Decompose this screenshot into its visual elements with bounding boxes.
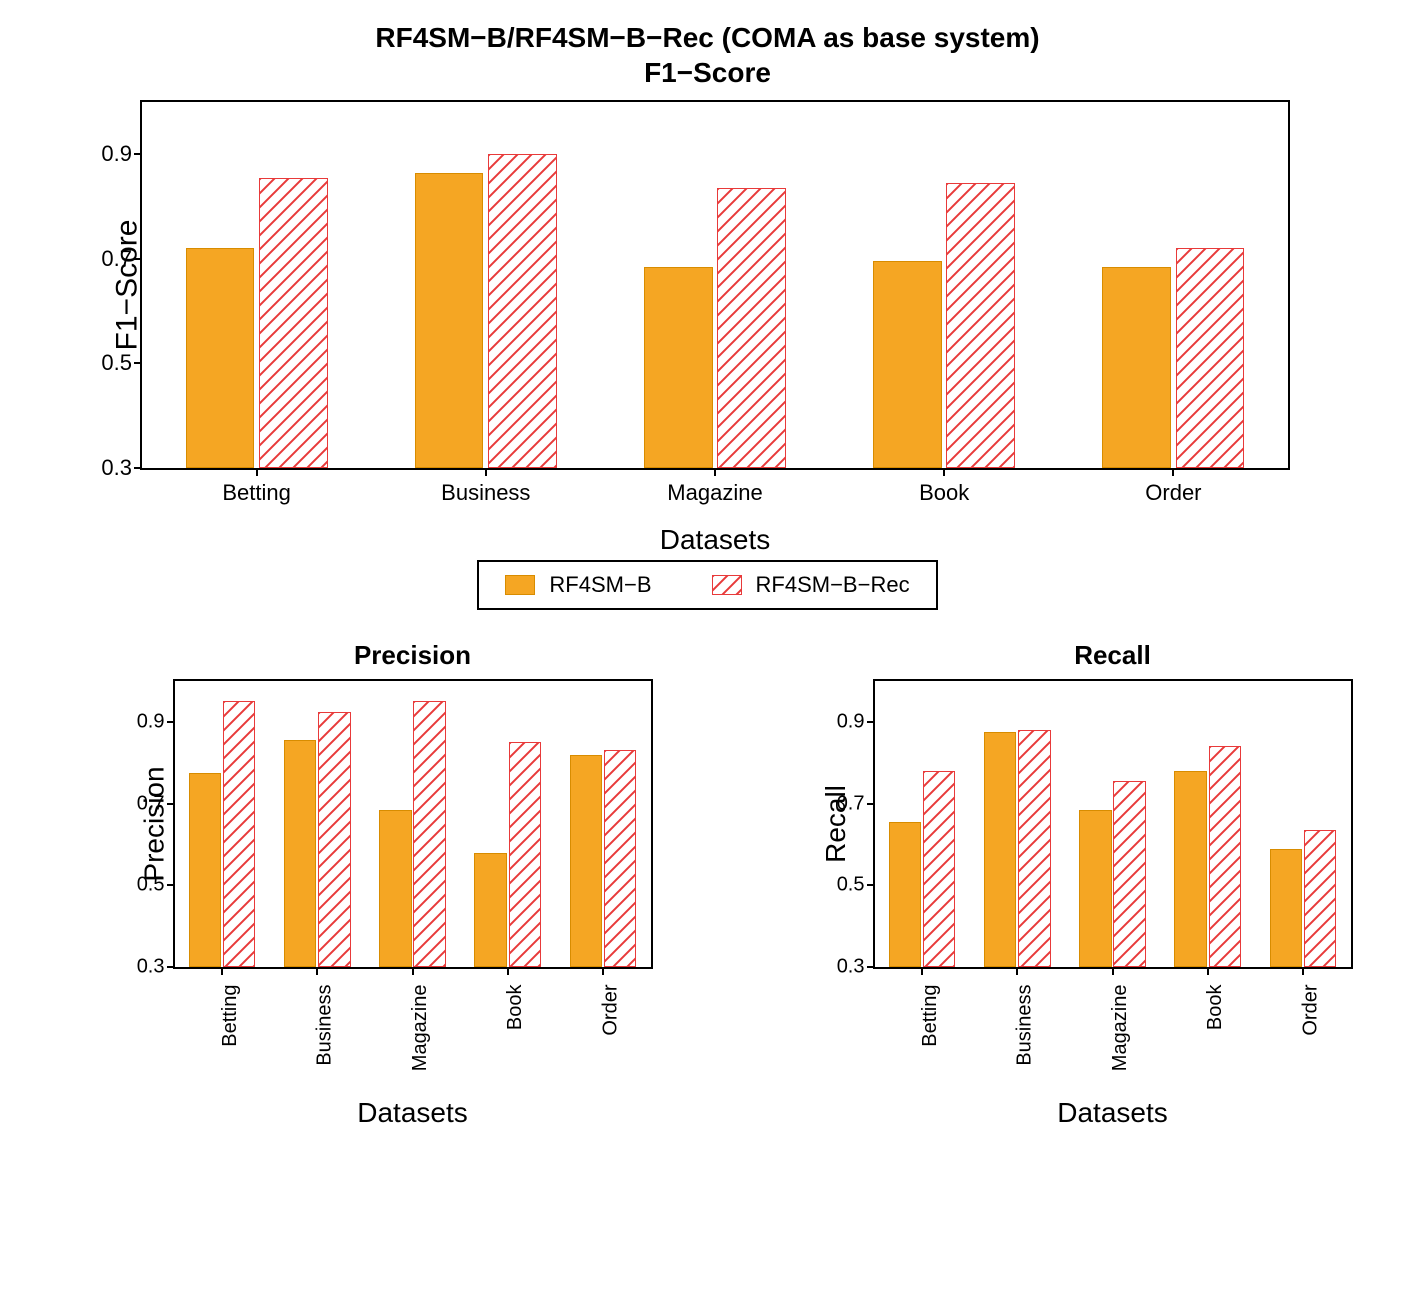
- legend-label-2: RF4SM−B−Rec: [756, 572, 910, 598]
- bar-series2: [1304, 830, 1336, 967]
- legend-swatch-hatched: [712, 575, 742, 595]
- y-tick-mark: [134, 467, 142, 469]
- y-tick-mark: [167, 966, 175, 968]
- figure: RF4SM−B/RF4SM−B−Rec (COMA as base system…: [20, 20, 1395, 969]
- bar-series2: [509, 742, 541, 967]
- bar-series1: [889, 822, 921, 967]
- x-tick-label: Book: [504, 985, 527, 1031]
- bar-series2: [223, 701, 255, 967]
- x-tick-mark: [1016, 967, 1018, 975]
- y-tick-mark: [167, 721, 175, 723]
- x-tick-label: Business: [314, 985, 337, 1066]
- x-tick-mark: [1302, 967, 1304, 975]
- legend-wrap: RF4SM−B RF4SM−B−Rec: [20, 560, 1395, 610]
- bottom-row: Precision Precision 0.30.50.70.9BettingB…: [20, 640, 1395, 969]
- y-tick-mark: [867, 884, 875, 886]
- y-tick-mark: [867, 966, 875, 968]
- figure-title: RF4SM−B/RF4SM−B−Rec (COMA as base system…: [20, 20, 1395, 90]
- x-tick-mark: [412, 967, 414, 975]
- bar-series1: [1102, 267, 1171, 468]
- legend-swatch-solid: [505, 575, 535, 595]
- x-tick-label: Business: [1014, 985, 1037, 1066]
- bar-series2: [1113, 781, 1145, 967]
- y-tick-mark: [134, 258, 142, 260]
- x-tick-label: Magazine: [1109, 985, 1132, 1072]
- bar-series1: [1174, 771, 1206, 967]
- x-tick-label: Magazine: [667, 468, 762, 506]
- x-tick-mark: [602, 967, 604, 975]
- recall-panel: Recall Recall 0.30.50.70.9BettingBusines…: [763, 640, 1353, 969]
- bar-series2: [1176, 248, 1245, 468]
- bar-series2: [923, 771, 955, 967]
- precision-title: Precision: [173, 640, 653, 671]
- x-tick-label: Betting: [919, 985, 942, 1047]
- y-tick-mark: [134, 153, 142, 155]
- x-tick-mark: [316, 967, 318, 975]
- x-tick-label: Business: [441, 468, 530, 506]
- f1score-plot-frame: F1−Score 0.30.50.70.9BettingBusinessMaga…: [140, 100, 1290, 470]
- x-tick-label: Book: [1204, 985, 1227, 1031]
- precision-plot-frame: Precision 0.30.50.70.9BettingBusinessMag…: [173, 679, 653, 969]
- bar-series2: [946, 183, 1015, 468]
- bar-series1: [1270, 849, 1302, 967]
- x-tick-label: Order: [1299, 985, 1322, 1036]
- x-axis-label: Datasets: [1057, 1097, 1168, 1129]
- bar-series1: [415, 173, 484, 468]
- bar-series1: [984, 732, 1016, 967]
- bar-series2: [318, 712, 350, 967]
- bar-series1: [474, 853, 506, 967]
- x-tick-mark: [1207, 967, 1209, 975]
- x-tick-label: Betting: [222, 468, 291, 506]
- legend-label-1: RF4SM−B: [549, 572, 651, 598]
- bar-series1: [873, 261, 942, 468]
- x-tick-label: Magazine: [409, 985, 432, 1072]
- x-axis-label: Datasets: [357, 1097, 468, 1129]
- y-tick-mark: [167, 884, 175, 886]
- bar-series1: [189, 773, 221, 967]
- bar-series2: [604, 750, 636, 967]
- title-line2: F1−Score: [644, 57, 771, 88]
- legend-item-1: RF4SM−B: [505, 572, 651, 598]
- bar-series2: [1018, 730, 1050, 967]
- bar-series1: [284, 740, 316, 967]
- recall-plot-frame: Recall 0.30.50.70.9BettingBusinessMagazi…: [873, 679, 1353, 969]
- bar-series2: [259, 178, 328, 468]
- bar-series1: [379, 810, 411, 967]
- bar-series2: [717, 188, 786, 468]
- x-tick-label: Betting: [219, 985, 242, 1047]
- bar-series1: [570, 755, 602, 967]
- precision-panel: Precision Precision 0.30.50.70.9BettingB…: [63, 640, 653, 969]
- f1score-ylabel: F1−Score: [110, 220, 144, 351]
- f1score-panel: F1−Score 0.30.50.70.9BettingBusinessMaga…: [20, 100, 1395, 470]
- title-line1: RF4SM−B/RF4SM−B−Rec (COMA as base system…: [375, 22, 1039, 53]
- y-tick-mark: [867, 803, 875, 805]
- x-tick-mark: [507, 967, 509, 975]
- x-tick-label: Order: [1145, 468, 1201, 506]
- legend-box: RF4SM−B RF4SM−B−Rec: [477, 560, 937, 610]
- x-tick-mark: [221, 967, 223, 975]
- x-tick-label: Book: [919, 468, 969, 506]
- bar-series2: [413, 701, 445, 967]
- bar-series1: [644, 267, 713, 468]
- y-tick-mark: [134, 362, 142, 364]
- legend-item-2: RF4SM−B−Rec: [712, 572, 910, 598]
- x-tick-mark: [921, 967, 923, 975]
- recall-title: Recall: [873, 640, 1353, 671]
- y-tick-mark: [167, 803, 175, 805]
- bar-series1: [1079, 810, 1111, 967]
- x-tick-mark: [1112, 967, 1114, 975]
- bar-series2: [1209, 746, 1241, 967]
- x-axis-label: Datasets: [660, 524, 771, 556]
- bar-series1: [186, 248, 255, 468]
- bar-series2: [488, 154, 557, 468]
- precision-ylabel: Precision: [138, 766, 170, 881]
- x-tick-label: Order: [599, 985, 622, 1036]
- y-tick-mark: [867, 721, 875, 723]
